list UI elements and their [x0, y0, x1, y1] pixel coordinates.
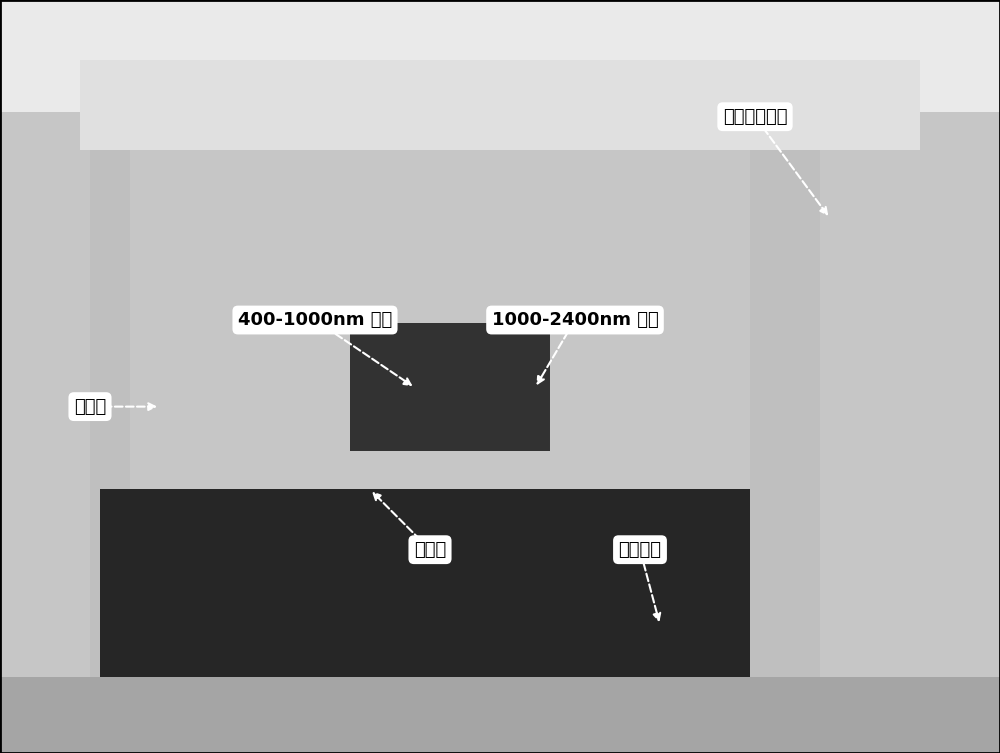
Text: 卤钨灯: 卤钨灯: [414, 541, 446, 559]
Text: 金属架: 金属架: [74, 398, 106, 416]
Text: 仪器自带电脑: 仪器自带电脑: [723, 108, 787, 126]
Text: 1000-2400nm 镜头: 1000-2400nm 镜头: [492, 311, 658, 329]
Text: 400-1000nm 镜头: 400-1000nm 镜头: [238, 311, 392, 329]
Text: 移动平台: 移动平台: [618, 541, 662, 559]
